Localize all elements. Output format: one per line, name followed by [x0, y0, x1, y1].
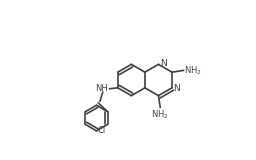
Text: N: N: [160, 59, 167, 68]
Text: NH: NH: [95, 84, 108, 93]
Text: NH$_2$: NH$_2$: [152, 108, 169, 121]
Text: NH$_2$: NH$_2$: [184, 64, 202, 77]
Text: Cl: Cl: [98, 126, 106, 135]
Text: N: N: [173, 84, 180, 93]
